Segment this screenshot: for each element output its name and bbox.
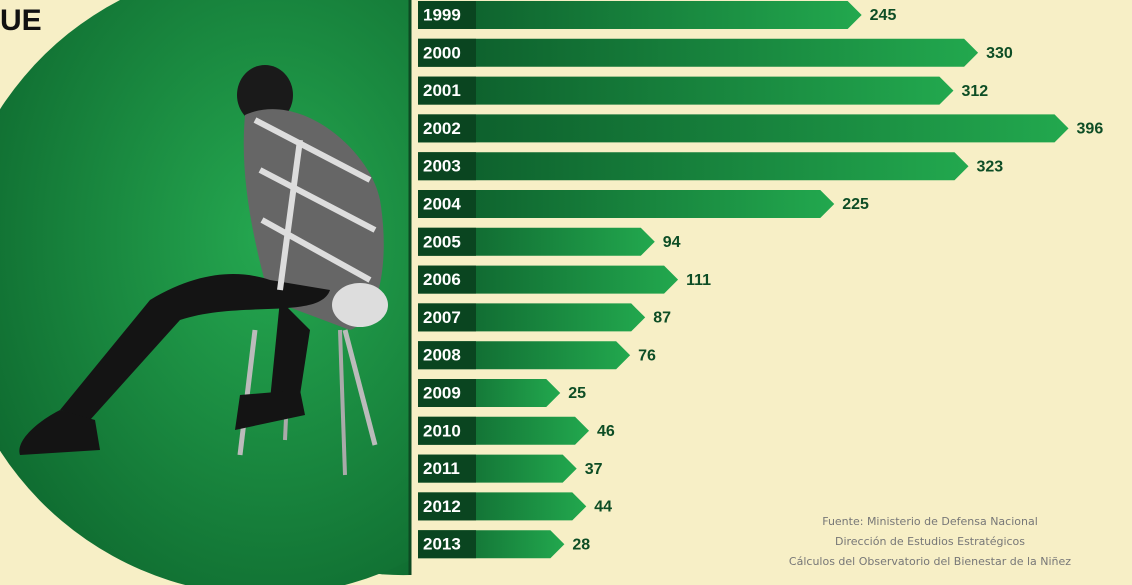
- y-tick-label: 2008: [423, 346, 461, 365]
- y-tick-label: 2005: [423, 232, 461, 251]
- bar: [418, 114, 1069, 143]
- y-tick-label: 2012: [423, 497, 461, 516]
- bar: [418, 38, 979, 67]
- value-label: 94: [663, 234, 681, 251]
- year-box: [418, 416, 476, 445]
- title-fragment: UE: [0, 4, 42, 37]
- y-tick-label: 2009: [423, 383, 461, 402]
- year-box: [418, 114, 476, 143]
- y-tick-label: 2004: [423, 194, 461, 213]
- year-box: [418, 341, 476, 370]
- value-label: 37: [585, 461, 603, 478]
- y-tick-label: 1999: [423, 5, 461, 24]
- year-box: [418, 454, 476, 483]
- year-box: [418, 492, 476, 521]
- bar: [418, 190, 835, 218]
- year-box: [418, 38, 476, 67]
- year-box: [418, 227, 476, 256]
- value-label: 312: [961, 83, 988, 100]
- bar: [418, 1, 862, 29]
- value-label: 25: [568, 385, 586, 402]
- y-tick-label: 2003: [423, 157, 461, 176]
- person-illustration: [19, 65, 388, 476]
- y-tick-label: 2000: [423, 43, 461, 62]
- value-label: 44: [594, 499, 612, 516]
- y-tick-label: 2010: [423, 421, 461, 440]
- source: Cálculos del Observatorio del Bienestar …: [789, 555, 1071, 568]
- value-label: 111: [686, 272, 711, 289]
- value-label: 396: [1077, 121, 1104, 138]
- value-label: 46: [597, 423, 615, 440]
- value-label: 76: [638, 347, 656, 364]
- bar: [418, 265, 679, 294]
- source: Dirección de Estudios Estratégicos: [835, 535, 1025, 548]
- y-tick-label: 2007: [423, 308, 461, 327]
- value-label: 323: [977, 158, 1004, 175]
- year-box: [418, 530, 476, 559]
- value-label: 225: [842, 196, 869, 213]
- y-tick-label: 2001: [423, 81, 461, 100]
- value-label: 330: [986, 45, 1013, 62]
- y-tick-label: 2002: [423, 119, 461, 138]
- y-tick-label: 2006: [423, 270, 461, 289]
- year-box: [418, 76, 476, 105]
- year-box: [418, 265, 476, 294]
- bar: [418, 76, 954, 105]
- bar: [418, 227, 655, 256]
- value-label: 87: [653, 310, 671, 327]
- year-box: [418, 303, 476, 332]
- bar: [418, 152, 969, 181]
- y-tick-label: 2011: [423, 459, 460, 478]
- source: Fuente: Ministerio de Defensa Nacional: [822, 515, 1038, 528]
- value-label: 28: [572, 536, 590, 553]
- y-tick-label: 2013: [423, 535, 461, 554]
- value-label: 245: [870, 7, 897, 24]
- year-box: [418, 1, 476, 29]
- year-box: [418, 379, 476, 407]
- year-box: [418, 190, 476, 218]
- year-box: [418, 152, 476, 181]
